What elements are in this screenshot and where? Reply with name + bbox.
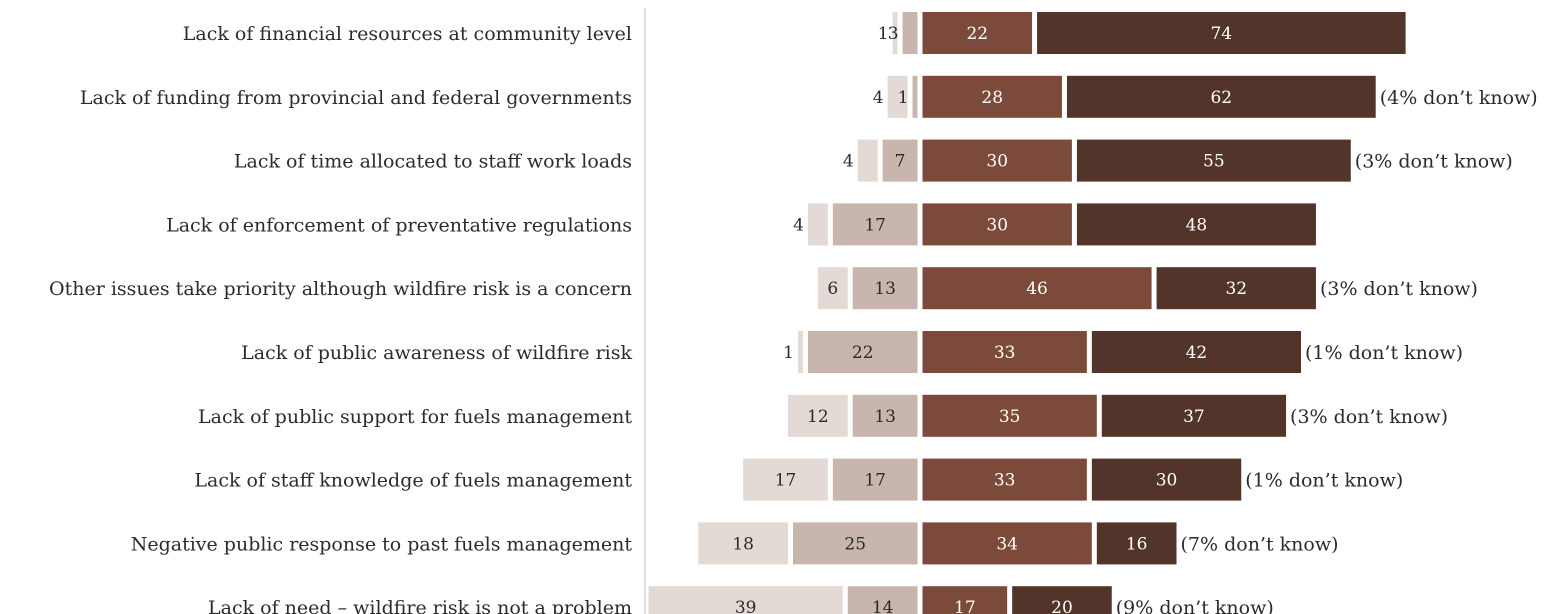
dont-know-note: (3% don’t know): [1355, 151, 1513, 173]
dont-know-note: (9% don’t know): [1116, 597, 1274, 614]
value-label-positive-outer: 62: [1210, 88, 1232, 108]
value-label-negative-outer: 6: [827, 279, 838, 299]
value-label-negative-outer: 18: [732, 534, 754, 554]
category-label: Lack of funding from provincial and fede…: [80, 87, 632, 109]
value-label-positive-inner: 34: [996, 534, 1018, 554]
bar-segment-negative-inner: [882, 139, 918, 182]
bar-segment-negative-inner: [902, 12, 918, 54]
value-label-positive-outer: 37: [1183, 407, 1205, 427]
bar-segment-positive-outer: [1091, 331, 1301, 373]
value-label-negative-outer: 17: [775, 471, 797, 491]
bar-segment-negative-inner: [832, 203, 918, 246]
value-label-positive-inner: 33: [994, 343, 1016, 363]
value-label-positive-inner: 35: [999, 407, 1021, 427]
bar-segment-positive-outer: [1156, 267, 1316, 310]
value-label-negative-inner: 25: [844, 534, 866, 554]
value-label-positive-inner: 30: [986, 215, 1008, 235]
bar-segment-negative-inner: [807, 331, 918, 373]
bar-segment-negative-inner: [852, 267, 918, 310]
value-label-negative-inner: 13: [874, 279, 896, 299]
value-label-positive-outer: 74: [1210, 24, 1232, 44]
value-label-positive-inner: 46: [1026, 279, 1048, 299]
value-label-positive-outer: 48: [1186, 215, 1208, 235]
value-label-negative-outer: 4: [793, 215, 804, 235]
bar-segment-negative-outer: [698, 522, 788, 565]
value-label-negative-inner: 17: [864, 215, 886, 235]
bar-segment-negative-outer: [807, 203, 828, 246]
dont-know-note: (7% don’t know): [1181, 533, 1339, 555]
value-label-negative-outer: 1: [783, 343, 794, 363]
bar-segment-positive-inner: [922, 394, 1097, 437]
category-label: Lack of financial resources at community…: [183, 23, 632, 45]
value-label-positive-inner: 17: [954, 598, 976, 614]
bar-segment-positive-outer: [1076, 203, 1316, 246]
dont-know-note: (1% don’t know): [1245, 470, 1403, 492]
bar-segment-positive-inner: [922, 458, 1087, 501]
value-label-negative-outer: 4: [843, 152, 854, 172]
bar-segment-positive-inner: [922, 267, 1152, 310]
bar-segment-negative-inner: [832, 458, 918, 501]
category-label: Lack of public support for fuels managem…: [198, 406, 632, 428]
bar-segment-positive-inner: [922, 75, 1062, 118]
value-label-negative-inner: 17: [864, 471, 886, 491]
value-label-positive-outer: 32: [1225, 279, 1247, 299]
bar-segment-positive-outer: [1101, 394, 1287, 437]
value-label-negative-outer: 4: [873, 88, 884, 108]
bar-segment-negative-outer: [892, 12, 898, 54]
category-label: Negative public response to past fuels m…: [131, 533, 633, 555]
category-label: Lack of time allocated to staff work loa…: [234, 151, 632, 173]
bar-segment-positive-outer: [1096, 522, 1177, 565]
value-label-negative-inner: 3: [888, 24, 899, 44]
value-label-negative-inner: 14: [872, 598, 894, 614]
dont-know-note: (1% don’t know): [1305, 342, 1463, 364]
bar-segment-positive-outer: [1066, 75, 1376, 118]
dont-know-note: (4% don’t know): [1380, 87, 1538, 109]
value-label-negative-inner: 7: [895, 152, 906, 172]
bar-segment-negative-outer: [797, 331, 803, 373]
category-label: Other issues take priority although wild…: [49, 278, 632, 300]
value-label-negative-outer: 39: [735, 598, 757, 614]
value-label-positive-outer: 16: [1126, 534, 1148, 554]
bar-segment-negative-outer: [857, 139, 878, 182]
bar-segment-positive-outer: [1091, 458, 1242, 501]
bar-segment-positive-inner: [922, 12, 1033, 54]
value-label-negative-inner: 22: [852, 343, 874, 363]
value-label-negative-outer: 12: [807, 407, 829, 427]
bar-segment-positive-inner: [922, 586, 1008, 614]
category-label: Lack of enforcement of preventative regu…: [166, 214, 632, 236]
bar-segment-positive-inner: [922, 522, 1092, 565]
category-label: Lack of staff knowledge of fuels managem…: [194, 470, 632, 492]
bar-segment-positive-inner: [922, 331, 1087, 373]
bar-segment-negative-outer: [788, 394, 848, 437]
bar-segment-positive-inner: [922, 203, 1072, 246]
value-label-negative-inner: 1: [898, 88, 909, 108]
value-label-positive-inner: 30: [986, 152, 1008, 172]
bar-segment-negative-inner: [912, 75, 918, 118]
value-label-positive-inner: 22: [966, 24, 988, 44]
value-label-positive-outer: 42: [1186, 343, 1208, 363]
bar-segment-positive-inner: [922, 139, 1072, 182]
bar-segment-positive-outer: [1012, 586, 1112, 614]
bar-segment-negative-outer: [817, 267, 848, 310]
value-label-positive-outer: 20: [1051, 598, 1073, 614]
value-label-positive-inner: 33: [994, 471, 1016, 491]
bar-segment-positive-outer: [1037, 12, 1406, 54]
value-label-positive-inner: 28: [981, 88, 1003, 108]
bar-segment-negative-outer: [743, 458, 828, 501]
bar-segment-negative-inner: [793, 522, 918, 565]
value-label-positive-outer: 55: [1203, 152, 1225, 172]
bar-segment-negative-outer: [648, 586, 843, 614]
bar-segment-negative-inner: [847, 586, 918, 614]
category-label: Lack of public awareness of wildfire ris…: [241, 342, 632, 364]
dont-know-note: (3% don’t know): [1290, 406, 1448, 428]
value-label-negative-outer: 1: [878, 24, 889, 44]
bar-segment-negative-inner: [852, 394, 918, 437]
dont-know-note: (3% don’t know): [1320, 278, 1478, 300]
category-label: Lack of need – wildfire risk is not a pr…: [208, 597, 632, 614]
value-label-positive-outer: 30: [1156, 471, 1178, 491]
bar-segment-negative-outer: [887, 75, 908, 118]
bar-segment-positive-outer: [1076, 139, 1351, 182]
value-label-negative-inner: 13: [874, 407, 896, 427]
